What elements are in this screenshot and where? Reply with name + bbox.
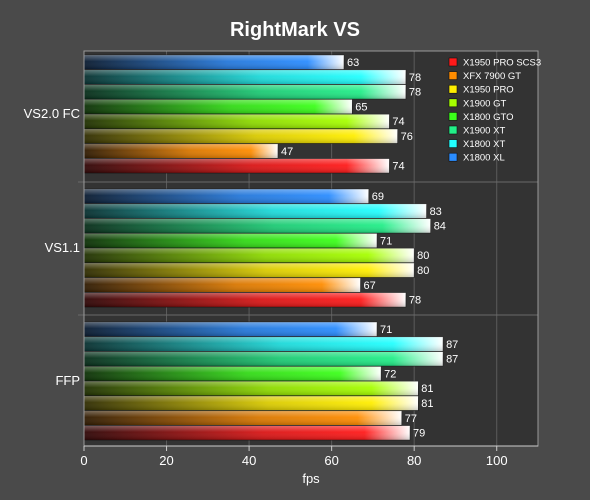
data-label: 47 [281,146,293,158]
data-label: 84 [434,221,446,233]
legend-label: X1800 GTO [463,112,514,123]
data-label: 74 [392,116,404,128]
legend-swatch [448,125,458,135]
x-axis: 0 20 40 60 80 100 [80,445,538,468]
legend-label: X1950 PRO SCS3 [463,58,541,69]
bar-highlight [84,336,444,352]
bar-highlight [84,425,411,441]
bar-highlight [84,99,353,114]
bar-highlight [84,322,378,337]
bar-highlight [84,396,419,411]
legend-swatch [448,98,458,108]
legend-swatch [448,84,458,94]
legend-label: X1950 PRO [463,85,514,96]
legend: X1950 PRO SCS3 XFX 7900 GT X1950 PRO X1900 … [448,57,541,164]
bar-highlight [84,114,390,129]
x-tick-label: 40 [242,453,256,468]
data-label: 79 [413,428,425,440]
category-label: VS1.1 [45,240,80,255]
bar-highlight [84,351,444,367]
data-label: 74 [392,161,404,173]
plot-area: 63 78 78 65 74 76 47 74 VS2.0 FC 69 83 84 71 80 80 67 78… [24,50,539,447]
legend-swatch [448,71,458,80]
bar-highlight [84,366,382,381]
data-label: 78 [409,87,421,99]
bar-highlight [84,381,419,396]
legend-label: XFX 7900 GT [463,71,521,82]
data-label: 78 [409,295,421,307]
data-label: 81 [421,398,433,410]
x-tick-label: 80 [407,453,421,468]
data-label: 78 [409,72,421,84]
legend-label: X1800 XT [463,139,505,150]
legend-swatch [448,57,458,67]
bar-highlight [84,143,278,159]
data-label: 80 [417,265,429,277]
category-label: FFP [55,373,80,388]
data-label: 72 [384,368,396,380]
bar-highlight [84,233,378,248]
bar-highlight [84,218,431,234]
legend-label: X1800 XL [463,153,505,164]
x-tick-label: 0 [80,453,87,468]
data-label: 63 [347,57,359,69]
data-label: 71 [380,235,392,247]
bar-highlight [84,410,402,426]
legend-label: X1900 GT [463,98,506,109]
legend-swatch [448,139,458,148]
chart-title: RightMark VS [230,19,360,41]
bar-highlight [84,69,406,85]
bar-highlight [84,84,406,100]
bar-highlight [84,263,415,278]
x-axis-label: fps [302,471,320,486]
x-tick-label: 20 [159,453,173,468]
bar-highlight [84,277,361,293]
data-label: 87 [446,354,458,366]
bar-highlight [84,292,406,308]
bar-highlight [84,55,345,70]
data-label: 87 [446,339,458,351]
x-tick-label: 100 [486,453,508,468]
legend-swatch [448,112,458,121]
legend-swatch [448,152,458,162]
data-label: 76 [401,131,413,143]
bar-highlight [84,248,415,263]
data-label: 80 [417,250,429,262]
category-label: VS2.0 FC [24,106,80,121]
bar-highlight [84,203,427,219]
legend-label: X1900 XT [463,126,505,137]
data-label: 83 [430,206,442,218]
data-label: 69 [372,191,384,203]
bar-highlight [84,189,369,204]
x-tick-label: 60 [324,453,338,468]
bar-highlight [84,129,398,144]
data-label: 65 [355,101,367,113]
bar-highlight [84,158,390,174]
data-label: 67 [364,280,376,292]
data-label: 81 [421,383,433,395]
data-label: 71 [380,324,392,336]
data-label: 77 [405,413,417,425]
